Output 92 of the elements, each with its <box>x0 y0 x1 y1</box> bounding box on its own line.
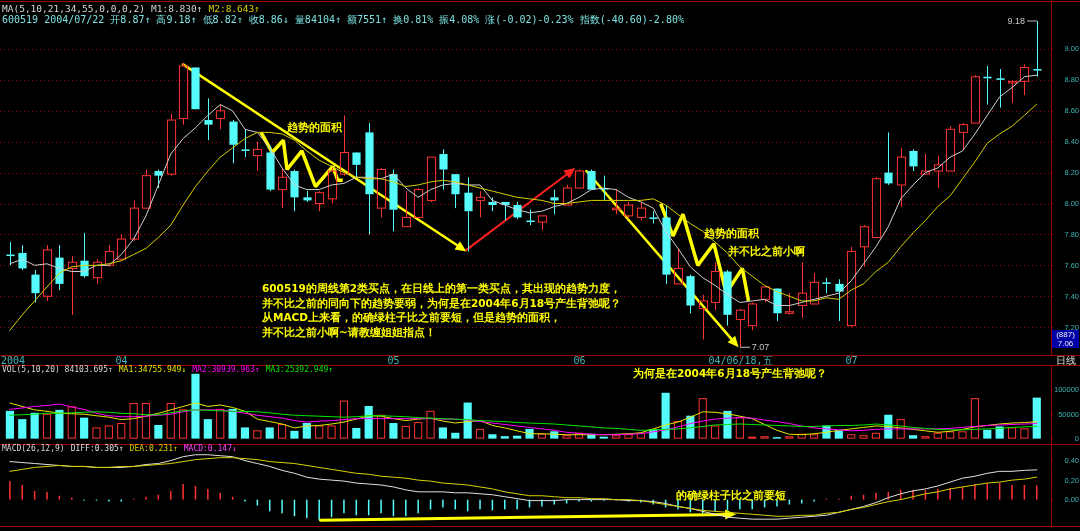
annotation: 9.18 <box>1007 16 1025 26</box>
bar <box>240 427 250 439</box>
bar <box>179 409 188 439</box>
series-label: DEA:0.231↑ <box>129 444 178 453</box>
bar <box>290 430 299 439</box>
bar <box>389 423 398 439</box>
bar <box>67 406 76 439</box>
bar <box>661 392 670 439</box>
annotation: 从MACD上来看，的确绿柱子比之前要短，但是趋势的面积， <box>261 311 561 324</box>
bar <box>500 436 509 439</box>
bar <box>946 431 955 439</box>
annotation: 为何是在2004年6月18号产生背弛呢？ <box>633 367 828 380</box>
chart-title: MA(5,10,21,34,55,0,0,0,2) <box>2 2 145 14</box>
bar <box>809 434 819 439</box>
bar <box>154 424 163 439</box>
text: MA2:30939.963↑ <box>192 365 260 374</box>
bar <box>537 433 546 439</box>
bar <box>55 409 64 439</box>
bar <box>216 408 225 439</box>
annotation: 趋势的面积 <box>286 121 343 133</box>
bar <box>364 405 373 439</box>
bar <box>401 425 410 439</box>
x-tick-label: 07 <box>845 355 858 366</box>
x-tick-label: 06 <box>573 355 586 366</box>
bar <box>488 434 497 439</box>
annotation: MACD:0.147↓ <box>183 444 237 453</box>
bar <box>141 403 151 439</box>
bar <box>1032 397 1041 439</box>
bar <box>414 422 423 439</box>
text: M2:8.643↑ <box>208 2 260 14</box>
x-tick-label: 04/06/18,五 <box>708 355 773 366</box>
bar <box>908 435 918 439</box>
bar <box>847 434 856 439</box>
annotation: 趋势的面积 <box>703 227 760 239</box>
bar <box>1007 427 1017 439</box>
text: MA3:25392.949↑ <box>265 365 334 374</box>
bar <box>562 435 571 439</box>
bar <box>327 425 336 439</box>
bar <box>253 430 262 439</box>
bar <box>612 435 621 439</box>
bar <box>265 427 274 439</box>
bar <box>129 403 138 439</box>
annotation: 并不比之前的同向下的趋势要弱，为何是在2004年6月18号产生背弛呢？ <box>261 296 622 310</box>
bar <box>1020 428 1029 439</box>
bar <box>475 428 485 439</box>
bar <box>315 425 324 439</box>
bar <box>302 423 311 439</box>
bar <box>191 373 200 439</box>
text: (887) <box>1056 330 1076 340</box>
bar <box>117 423 126 439</box>
bar <box>278 424 287 439</box>
bar <box>426 410 435 439</box>
x-tick-label: 04 <box>115 355 128 366</box>
bar <box>451 432 460 439</box>
bar <box>352 427 361 439</box>
annotation: 600519的周线第2类买点，在日线上的第一类买点，其出现的趋势力度， <box>262 282 622 295</box>
bar <box>30 412 39 439</box>
bar <box>5 410 14 439</box>
bar <box>859 435 868 439</box>
bar <box>983 429 992 439</box>
chart-title: MACD(26,12,9) <box>2 444 65 453</box>
bar <box>871 432 881 439</box>
text: 7.06 <box>1057 338 1074 348</box>
bar <box>933 432 942 439</box>
annotation: 并不比之前小啊 <box>727 244 805 257</box>
line-series <box>9 409 1038 431</box>
series-label: DIFF:0.305↑ <box>70 444 124 453</box>
bar <box>995 426 1004 439</box>
bar <box>438 427 447 439</box>
bar <box>42 413 52 439</box>
annotation: 并不比之前小啊~请教缠姐姐指点！ <box>261 325 436 339</box>
bar <box>970 398 979 439</box>
x-axis-title: 日线 <box>1055 355 1076 366</box>
x-tick-label: 05 <box>387 355 400 366</box>
bar <box>624 434 633 439</box>
bar <box>18 419 27 439</box>
bar <box>104 425 113 439</box>
text: M1:8.830↑ <box>151 2 203 14</box>
text: MA1:34755.949↓ <box>118 365 187 374</box>
annotation: 的确绿柱子比之前要短 <box>676 488 786 501</box>
bar <box>698 398 707 439</box>
bar <box>958 431 967 439</box>
text: 600519 2004/07/22 开8.87↑ 高9.18↑ 低8.82↑ 收8.86↓ 量84104↑ 额7551↑ 换0.81% 振4.08% 涨(-0.02)-0.23% 指数(-40.60)-2.80% <box>2 13 684 25</box>
chart-title: VOL(5,10,20) 84103.695↑ <box>2 365 113 374</box>
x-tick-label: 2004 <box>1 355 26 366</box>
bar <box>80 417 89 439</box>
bar <box>228 408 237 439</box>
bar <box>711 425 720 439</box>
bar <box>203 419 212 439</box>
annotation: 7.07 <box>751 342 770 353</box>
bar <box>513 435 522 439</box>
bar <box>92 427 101 439</box>
